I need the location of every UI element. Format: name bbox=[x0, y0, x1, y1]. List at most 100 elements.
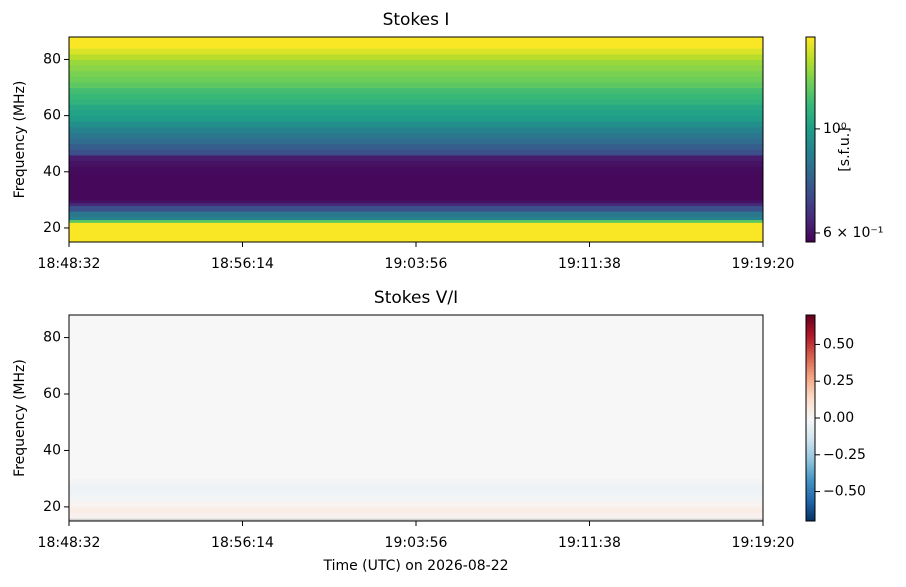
colorbar-segment bbox=[806, 461, 815, 465]
y-axis-label: Frequency (MHz) bbox=[12, 359, 28, 477]
colorbar-segment bbox=[806, 67, 815, 71]
colorbar-segment bbox=[806, 430, 815, 434]
colorbar-segment bbox=[806, 479, 815, 483]
heatmap-band bbox=[69, 227, 763, 235]
colorbar-segment bbox=[806, 231, 815, 235]
colorbar-segment bbox=[806, 170, 815, 174]
colorbar-segment bbox=[806, 216, 815, 220]
colorbar-segment bbox=[806, 433, 815, 437]
colorbar-segment bbox=[806, 469, 815, 473]
colorbar-segment bbox=[806, 456, 815, 460]
colorbar-segment bbox=[806, 394, 815, 398]
colorbar-segment bbox=[806, 502, 815, 507]
colorbar-segment bbox=[806, 466, 815, 470]
x-tick-label: 19:03:56 bbox=[385, 535, 448, 551]
colorbar-segment bbox=[806, 348, 815, 352]
heatmap-band bbox=[69, 81, 763, 89]
colorbar-segment bbox=[806, 190, 815, 194]
colorbar-segment bbox=[806, 129, 815, 133]
colorbar-label: [s.f.u.] bbox=[837, 127, 853, 171]
colorbar-segment bbox=[806, 484, 815, 489]
y-tick-label: 80 bbox=[43, 51, 61, 67]
colorbar-segment bbox=[806, 497, 815, 501]
heatmap-band bbox=[69, 98, 763, 105]
colorbar-segment bbox=[806, 423, 815, 427]
colorbar-segment bbox=[806, 384, 815, 388]
colorbar-segment bbox=[806, 239, 815, 243]
colorbar-segment bbox=[806, 515, 815, 519]
heatmap-band bbox=[69, 484, 763, 491]
colorbar-segment bbox=[806, 177, 815, 181]
colorbar-segment bbox=[806, 72, 815, 76]
y-tick-label: 20 bbox=[43, 220, 61, 236]
heatmap-band bbox=[69, 149, 763, 156]
colorbar-segment bbox=[806, 221, 815, 225]
colorbar-tick-label: −0.25 bbox=[823, 447, 866, 463]
colorbar-segment bbox=[806, 459, 815, 463]
heatmap-band bbox=[69, 115, 763, 122]
colorbar-tick-label: 0.00 bbox=[823, 410, 854, 426]
colorbar-segment bbox=[806, 446, 815, 450]
colorbar-segment bbox=[806, 193, 815, 197]
colorbar-segment bbox=[806, 111, 815, 115]
x-tick-label: 19:11:38 bbox=[558, 535, 621, 551]
colorbar-segment bbox=[806, 44, 815, 48]
colorbar-segment bbox=[806, 147, 815, 151]
colorbar-segment bbox=[806, 505, 815, 509]
colorbar-segment bbox=[806, 90, 815, 94]
colorbar-segment bbox=[806, 405, 815, 409]
colorbar-segment bbox=[806, 75, 815, 79]
heatmap-band bbox=[69, 65, 763, 72]
colorbar-segment bbox=[806, 172, 815, 176]
heatmap-band bbox=[69, 166, 763, 173]
y-tick-label: 40 bbox=[43, 164, 61, 180]
colorbar-segment bbox=[806, 381, 815, 386]
colorbar-segment bbox=[806, 358, 815, 362]
x-tick-label: 18:48:32 bbox=[38, 535, 101, 551]
colorbar-segment bbox=[806, 180, 815, 184]
colorbar-segment bbox=[806, 513, 815, 517]
colorbar-segment bbox=[806, 340, 815, 344]
colorbar-segment bbox=[806, 399, 815, 404]
colorbar-segment bbox=[806, 62, 815, 66]
heatmap-band bbox=[69, 183, 763, 190]
heatmap-band bbox=[69, 216, 763, 221]
heatmap-band bbox=[69, 518, 763, 522]
colorbar-segment bbox=[806, 477, 815, 481]
heatmap-band bbox=[69, 506, 763, 514]
colorbar-segment bbox=[806, 356, 815, 360]
colorbar-segment bbox=[806, 322, 815, 326]
colorbar-segment bbox=[806, 487, 815, 491]
colorbar-segment bbox=[806, 425, 815, 429]
colorbar-segment bbox=[806, 490, 815, 494]
colorbar-segment bbox=[806, 149, 815, 153]
colorbar-segment bbox=[806, 320, 815, 324]
colorbar-tick-label: 0.50 bbox=[823, 336, 854, 352]
x-tick-label: 18:56:14 bbox=[211, 535, 274, 551]
colorbar-segment bbox=[806, 327, 815, 331]
colorbar-segment bbox=[806, 175, 815, 179]
colorbar-segment bbox=[806, 454, 815, 458]
heatmap-band bbox=[69, 199, 763, 204]
colorbar-segment bbox=[806, 402, 815, 406]
colorbar-segment bbox=[806, 500, 815, 504]
colorbar-segment bbox=[806, 325, 815, 329]
x-tick-label: 19:19:20 bbox=[732, 535, 795, 551]
colorbar-segment bbox=[806, 482, 815, 486]
colorbar-segment bbox=[806, 154, 815, 158]
colorbar-segment bbox=[806, 369, 815, 373]
colorbar-segment bbox=[806, 335, 815, 339]
heatmap-band bbox=[69, 59, 763, 66]
colorbar-segment bbox=[806, 371, 815, 375]
colorbar-segment bbox=[806, 510, 815, 514]
panel-title: Stokes I bbox=[383, 10, 450, 30]
colorbar-segment bbox=[806, 95, 815, 99]
colorbar-segment bbox=[806, 124, 815, 128]
heatmap-band bbox=[69, 222, 763, 229]
colorbar-segment bbox=[806, 201, 815, 205]
colorbar-tick-label: 6 × 10⁻¹ bbox=[823, 225, 883, 241]
panel-title: Stokes V/I bbox=[374, 288, 458, 308]
colorbar-segment bbox=[806, 103, 815, 107]
colorbar-segment bbox=[806, 224, 815, 228]
colorbar-segment bbox=[806, 136, 815, 140]
